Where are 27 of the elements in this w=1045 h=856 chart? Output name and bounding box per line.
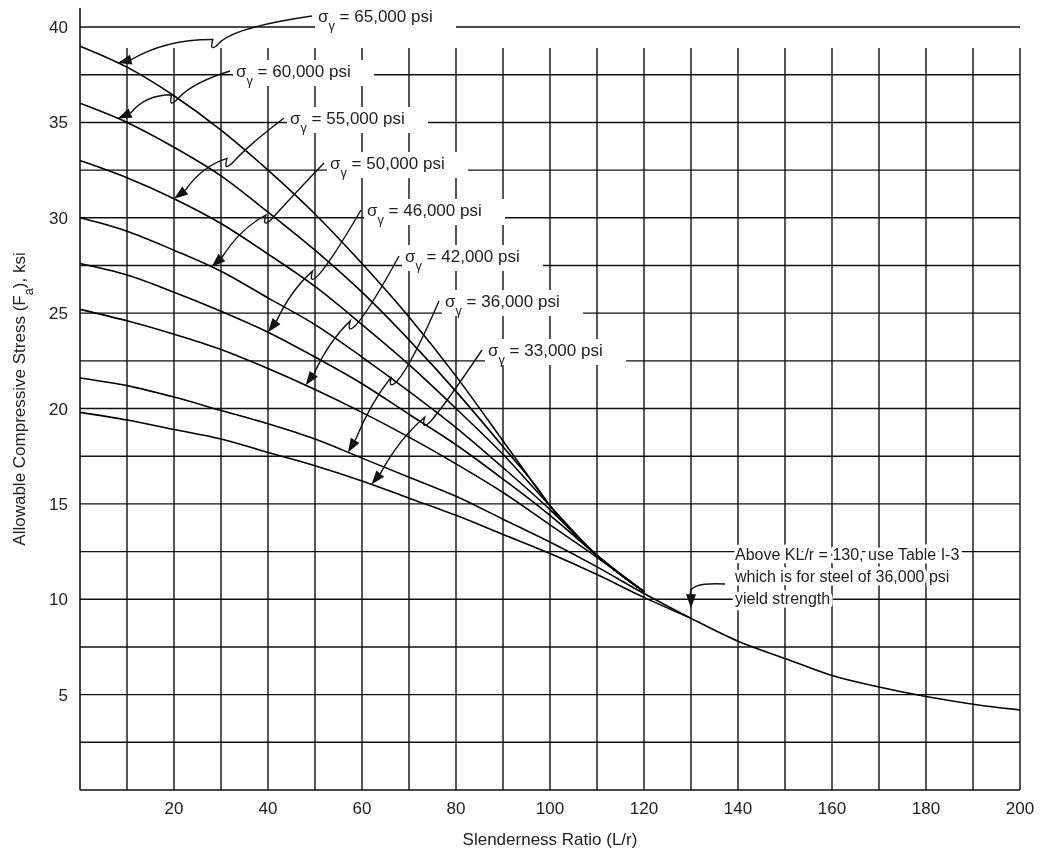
text: σ$_{γ}$ = 42,000 psi <box>405 247 520 273</box>
x-tick-label: 120 <box>629 799 659 818</box>
y-tick-label: 20 <box>49 399 68 419</box>
text: σ$_{γ}$ = 36,000 psi <box>445 292 560 318</box>
x-axis-title: Slenderness Ratio (L/r) <box>462 830 638 849</box>
text: σ$_{γ}$ = 50,000 psi <box>330 154 445 180</box>
x-tick-label: 40 <box>258 799 278 818</box>
y-tick-label: 10 <box>49 590 68 610</box>
text: σ$_{γ}$ = 55,000 psi <box>290 109 405 135</box>
x-tick-label: 140 <box>723 799 753 818</box>
y-tick-label: 15 <box>49 494 68 514</box>
y-tick-label: 30 <box>49 208 68 228</box>
text: σ$_{γ}$ = 65,000 psi <box>318 7 433 33</box>
x-tick-label: 100 <box>535 799 565 818</box>
x-tick-label: 180 <box>911 799 941 818</box>
y-tick-label: 25 <box>49 304 68 324</box>
x-tick-label: 200 <box>1005 799 1035 818</box>
x-tick-label: 20 <box>164 799 184 818</box>
x-tick-label: 160 <box>817 799 847 818</box>
y-tick-label: 35 <box>49 113 68 133</box>
x-tick-label: 60 <box>352 799 372 818</box>
x-tick-label: 80 <box>446 799 466 818</box>
text: σ$_{γ}$ = 60,000 psi <box>236 62 351 88</box>
y-tick-label: 5 <box>58 685 68 705</box>
text: σ$_{γ}$ = 33,000 psi <box>488 341 603 367</box>
y-tick-label: 40 <box>49 18 68 38</box>
text: σ$_{γ}$ = 46,000 psi <box>367 201 482 227</box>
